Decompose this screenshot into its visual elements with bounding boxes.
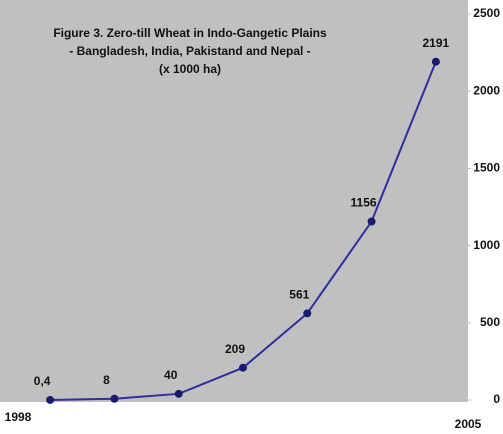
y-tick-label: 2500 bbox=[473, 6, 500, 20]
y-tick-label: 0 bbox=[493, 392, 500, 406]
chart-title: - Bangladesh, India, Pakistand and Nepal… bbox=[69, 44, 310, 58]
data-label: 2191 bbox=[423, 36, 450, 50]
x-tick-label: 1998 bbox=[5, 410, 32, 424]
marker bbox=[303, 309, 312, 318]
plot-area bbox=[0, 0, 468, 402]
marker bbox=[367, 217, 376, 226]
y-tick-label: 1500 bbox=[473, 161, 500, 175]
marker bbox=[431, 57, 440, 66]
y-tick-label: 2000 bbox=[473, 83, 500, 97]
data-label: 561 bbox=[289, 288, 309, 302]
data-label: 40 bbox=[164, 368, 178, 382]
data-label: 8 bbox=[103, 373, 110, 387]
marker bbox=[46, 395, 55, 404]
x-tick-label: 2005 bbox=[455, 417, 482, 431]
y-tick-label: 500 bbox=[480, 315, 500, 329]
marker bbox=[239, 363, 247, 372]
data-label: 209 bbox=[225, 342, 245, 356]
data-label: 0,4 bbox=[34, 374, 51, 388]
marker bbox=[110, 394, 119, 403]
chart-title: (x 1000 ha) bbox=[159, 62, 221, 76]
marker bbox=[174, 389, 183, 398]
y-tick-label: 1000 bbox=[473, 238, 500, 252]
chart-title: Figure 3. Zero-till Wheat in Indo-Ganget… bbox=[53, 26, 327, 40]
data-label: 1156 bbox=[351, 196, 377, 210]
